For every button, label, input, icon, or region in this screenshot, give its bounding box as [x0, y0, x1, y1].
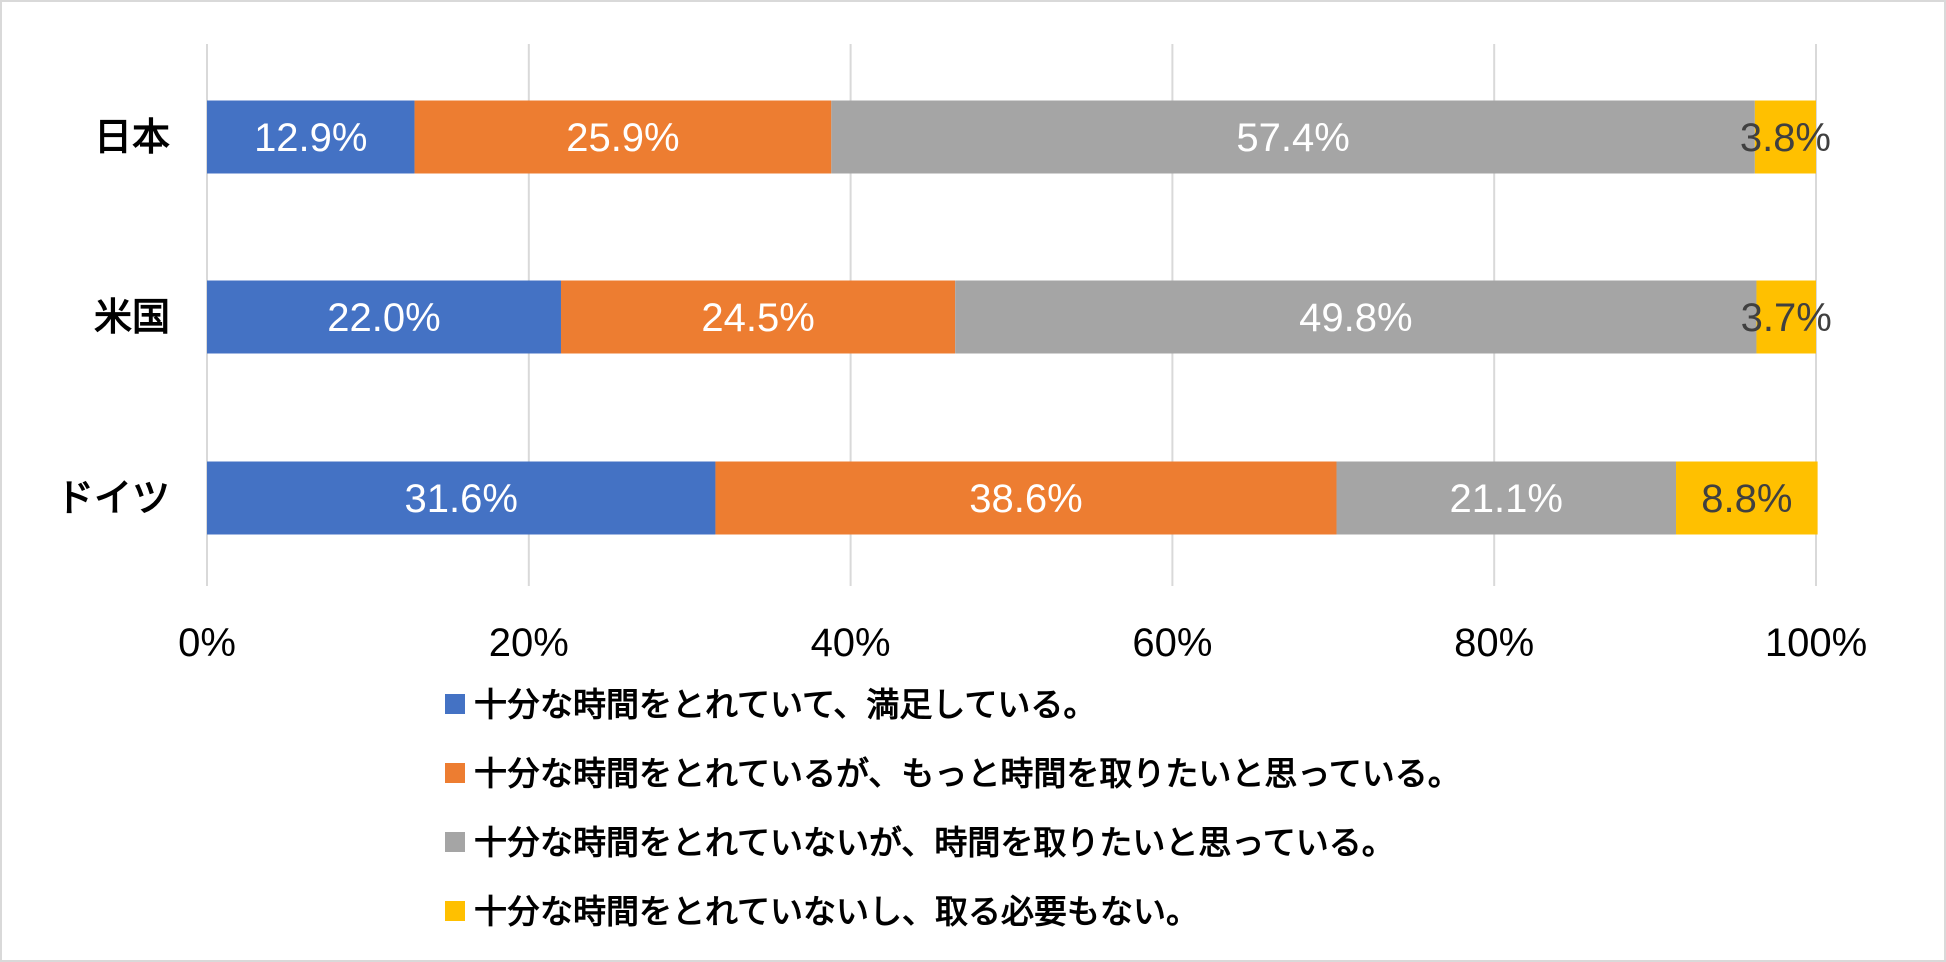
legend-swatch [445, 832, 465, 852]
data-label: 38.6% [969, 477, 1082, 521]
bar-segment [955, 280, 1757, 354]
data-label: 21.1% [1450, 477, 1563, 521]
bar-segment [1676, 461, 1818, 535]
category-label: 米国 [94, 295, 170, 339]
data-label: 24.5% [701, 296, 814, 340]
bar-segment [715, 461, 1337, 535]
bars: 12.9% 25.9% 57.4% 3.8% 22.0% 24.5% 49.8% 3.7% 31… [207, 100, 1832, 535]
legend-item: 十分な時間をとれているが、もっと時間を取りたいと思っている。 [445, 754, 1461, 793]
legend-swatch [445, 901, 465, 921]
bar-segment [207, 280, 561, 354]
bar-segment [414, 100, 832, 174]
legend-label: 十分な時間をとれていないし、取る必要もない。 [474, 892, 1199, 931]
legend-label: 十分な時間をとれているが、もっと時間を取りたいと思っている。 [474, 754, 1461, 793]
x-tick-label: 40% [811, 621, 891, 665]
legend-label: 十分な時間をとれていないが、時間を取りたいと思っている。 [474, 823, 1395, 862]
bar-segment [560, 280, 956, 354]
data-label: 22.0% [327, 296, 440, 340]
data-label: 3.8% [1740, 116, 1831, 160]
legend-swatch [445, 763, 465, 783]
data-label: 12.9% [254, 116, 367, 160]
legend-swatch [445, 694, 465, 714]
x-tick-labels: 0% 20% 40% 60% 80% 100% [178, 621, 1867, 665]
legend-item: 十分な時間をとれていないし、取る必要もない。 [445, 892, 1199, 931]
bar-segment [1754, 100, 1816, 174]
x-tick-label: 0% [178, 621, 236, 665]
data-label: 31.6% [405, 477, 518, 521]
x-tick-label: 20% [489, 621, 569, 665]
x-tick-label: 80% [1454, 621, 1534, 665]
category-label: ドイツ [56, 476, 170, 520]
category-label: 日本 [94, 115, 170, 159]
bar-segment [1336, 461, 1677, 535]
legend: 十分な時間をとれていて、満足している。十分な時間をとれているが、もっと時間を取り… [445, 685, 1461, 931]
x-tick-label: 100% [1765, 621, 1867, 665]
bar-segment [207, 461, 716, 535]
data-label: 8.8% [1701, 477, 1792, 521]
data-label: 3.7% [1741, 296, 1832, 340]
legend-item: 十分な時間をとれていて、満足している。 [445, 685, 1096, 724]
x-tick-label: 60% [1132, 621, 1212, 665]
data-label: 57.4% [1236, 116, 1349, 160]
bar-segment [831, 100, 1755, 174]
legend-item: 十分な時間をとれていないが、時間を取りたいと思っている。 [445, 823, 1395, 862]
legend-label: 十分な時間をとれていて、満足している。 [474, 685, 1096, 724]
bar-segment [207, 100, 415, 174]
data-label: 49.8% [1299, 296, 1412, 340]
data-label: 25.9% [566, 116, 679, 160]
bar-segment [1756, 280, 1816, 354]
